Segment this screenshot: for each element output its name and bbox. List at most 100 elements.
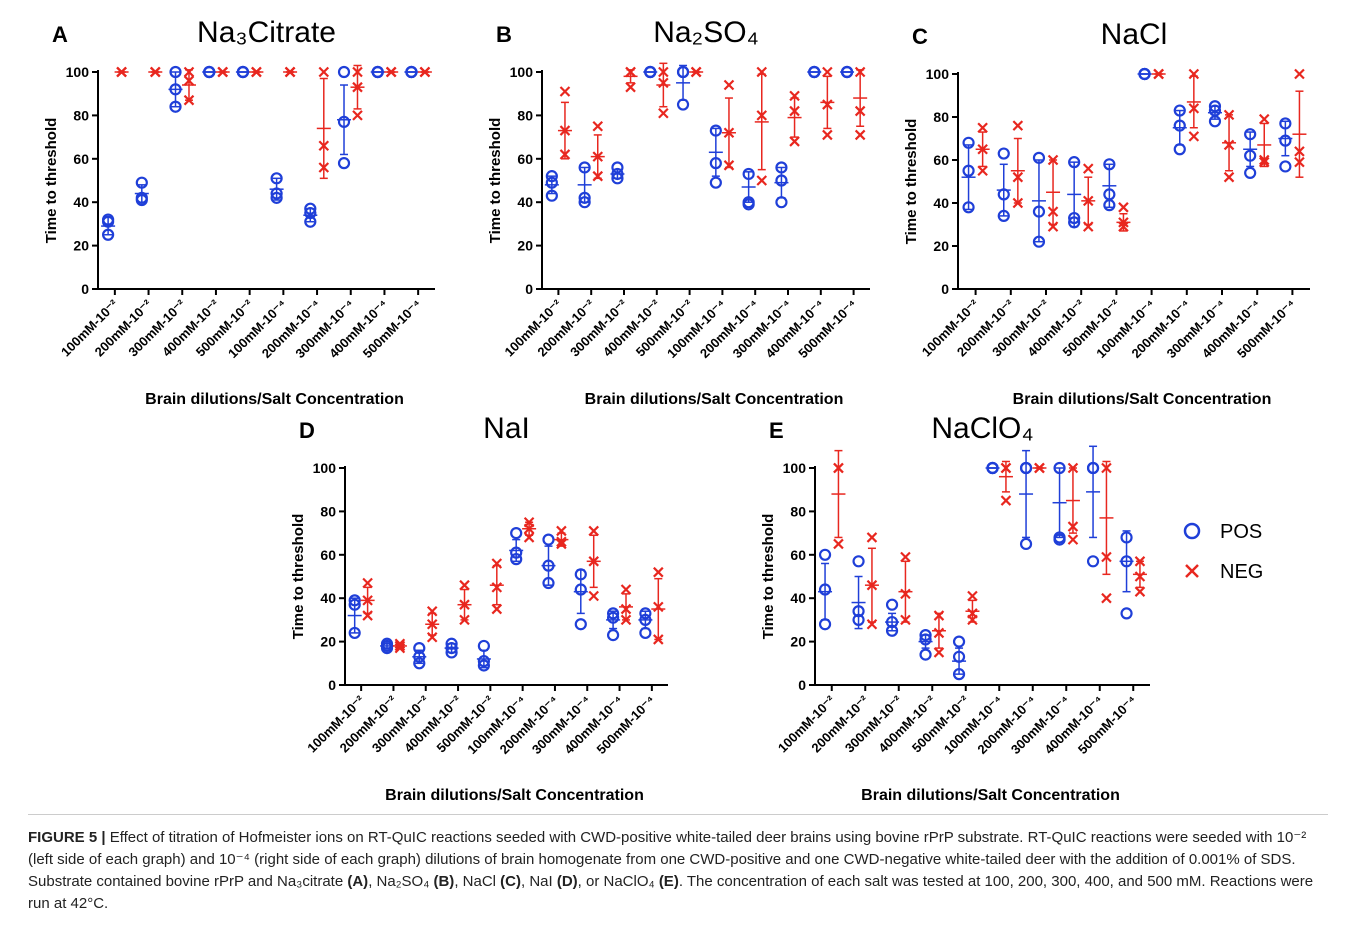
x-stroke (625, 66, 636, 78)
neg-point (1134, 556, 1146, 567)
pos-point (919, 628, 932, 642)
pos-point (997, 147, 1010, 160)
y-axis-label: Time to threshold (760, 514, 777, 640)
pos-point (337, 115, 351, 129)
x-stroke (284, 66, 296, 78)
x-stroke (789, 90, 800, 102)
y-axis-label: Time to threshold (290, 514, 307, 640)
x-stroke (933, 627, 945, 639)
pos-point (574, 568, 587, 581)
pos-point (270, 191, 283, 204)
caption-segment: (E) (658, 873, 679, 890)
pos-point (775, 196, 788, 209)
pos-point (445, 642, 458, 655)
pos-point (1120, 555, 1133, 568)
x-stroke (556, 536, 567, 548)
x-stroke (1185, 564, 1199, 578)
pos-point (1068, 156, 1081, 169)
panel-letter: A (52, 22, 68, 47)
y-tick-label: 20 (790, 634, 806, 650)
neg-point (1000, 462, 1012, 474)
x-stroke (352, 66, 363, 78)
pos-point (1173, 119, 1186, 132)
pos-point (1086, 555, 1100, 568)
pos-point (574, 583, 587, 596)
neg-point (362, 577, 373, 589)
neg-point (1012, 171, 1024, 183)
chart-title: NaClO₄ (931, 412, 1033, 445)
y-tick-label: 20 (517, 238, 533, 254)
pos-point (818, 618, 832, 631)
y-tick-label: 100 (66, 64, 90, 80)
neg-point (362, 610, 373, 621)
x-stroke (1000, 495, 1012, 506)
pos-point (818, 548, 832, 561)
neg-point (251, 66, 262, 78)
neg-point (1082, 163, 1094, 174)
x-stroke (459, 614, 470, 626)
x-stroke (1188, 103, 1200, 114)
y-tick-label: 60 (790, 547, 806, 563)
x-stroke (833, 462, 844, 474)
caption-segment: , or NaClO₄ (577, 873, 659, 890)
neg-point (1294, 146, 1305, 157)
x-stroke (1294, 68, 1305, 80)
neg-point (523, 532, 535, 543)
x-stroke (394, 642, 406, 654)
x-stroke (620, 614, 632, 626)
x-stroke (690, 66, 702, 78)
x-stroke (318, 162, 330, 173)
neg-point (559, 125, 571, 136)
neg-point (116, 66, 127, 78)
y-tick-label: 80 (320, 503, 336, 519)
pos-point (477, 639, 490, 653)
x-stroke (1134, 556, 1146, 567)
x-stroke (854, 105, 866, 117)
x-stroke (756, 110, 768, 121)
x-stroke (789, 105, 800, 117)
pos-point (445, 646, 458, 659)
neg-point (977, 122, 988, 134)
pos-point (644, 65, 657, 79)
x-stroke (523, 523, 535, 535)
x-stroke (183, 75, 195, 86)
x-stroke (977, 165, 988, 177)
pos-point (413, 650, 426, 663)
x-stroke (1047, 206, 1059, 217)
x-stroke (385, 66, 397, 78)
x-stroke (150, 66, 161, 78)
x-stroke (362, 595, 373, 606)
neg-point (977, 143, 988, 155)
pos-point (510, 526, 523, 540)
x-stroke (789, 136, 800, 147)
pos-point (578, 196, 591, 209)
x-axis-label: Brain dilutions/Salt Concentration (145, 391, 404, 408)
neg-point (756, 175, 768, 186)
x-stroke (183, 94, 195, 106)
neg-point (723, 160, 735, 171)
pos-point (1244, 128, 1257, 141)
x-stroke (933, 647, 945, 658)
x-stroke (523, 532, 535, 543)
neg-point (1258, 154, 1270, 166)
neg-point (523, 523, 535, 535)
x-stroke (1258, 113, 1270, 125)
neg-point (756, 110, 768, 121)
panel-letter: E (769, 418, 784, 443)
neg-point (1047, 206, 1059, 217)
neg-point (967, 614, 978, 626)
neg-point (833, 462, 844, 474)
caption-segment: (A) (347, 873, 369, 890)
pos-point (135, 176, 148, 189)
neg-point (1101, 551, 1112, 563)
x-stroke (318, 66, 330, 78)
x-stroke (592, 170, 604, 182)
x-stroke (620, 603, 632, 615)
pos-point (578, 191, 591, 204)
pos-point (639, 626, 652, 640)
neg-point (385, 66, 397, 78)
pos-point (840, 65, 854, 79)
neg-point (658, 77, 669, 89)
neg-point (362, 595, 373, 606)
neg-point (1082, 221, 1094, 232)
